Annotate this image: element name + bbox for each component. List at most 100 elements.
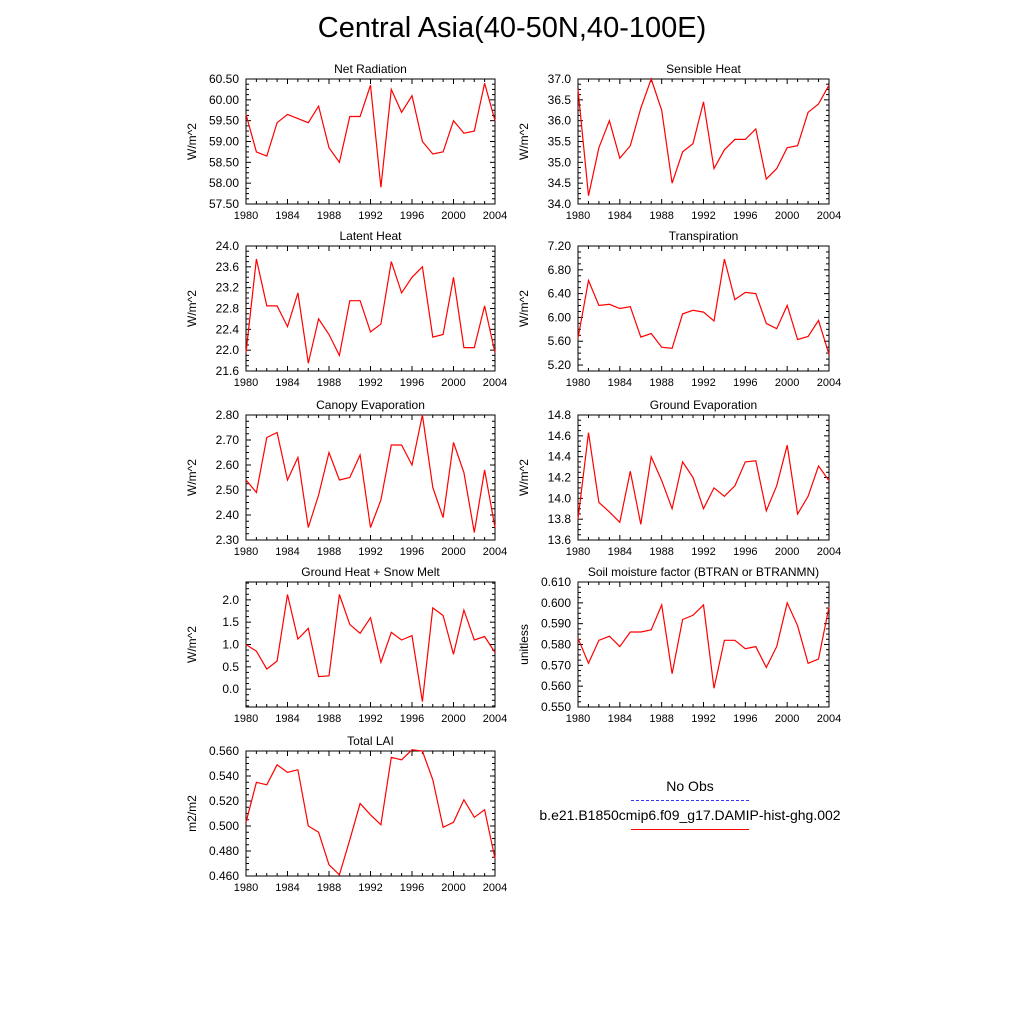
x-tick-label: 1980 [234, 713, 258, 725]
y-tick-label: 57.50 [209, 197, 239, 211]
plot-frame [245, 78, 496, 205]
y-tick-label: 1.5 [222, 615, 239, 629]
series-line [245, 594, 496, 702]
y-tick-label: 0.500 [209, 819, 239, 833]
x-tick-label: 1992 [358, 546, 382, 558]
y-tick-label: 13.8 [548, 512, 572, 526]
x-tick-label: 2000 [775, 377, 799, 389]
figure-title: Central Asia(40-50N,40-100E) [317, 12, 707, 44]
y-tick-label: 22.4 [216, 322, 240, 336]
x-tick-label: 1984 [275, 713, 299, 725]
y-axis-label: W/m^2 [517, 459, 531, 496]
x-tick-label: 1996 [400, 377, 424, 389]
y-tick-label: 60.00 [209, 93, 239, 107]
x-tick-label: 1992 [358, 377, 382, 389]
y-tick-label: 35.5 [548, 135, 572, 149]
y-tick-label: 0.600 [541, 596, 571, 610]
y-tick-label: 2.40 [216, 508, 240, 522]
x-tick-label: 1988 [317, 210, 341, 222]
y-axis-label: W/m^2 [517, 290, 531, 327]
y-tick-label: 22.8 [216, 302, 240, 316]
x-tick-label: 1996 [733, 210, 757, 222]
panel-title: Canopy Evaporation [316, 398, 425, 412]
x-tick-label: 1988 [317, 882, 341, 894]
plot-frame [577, 414, 830, 541]
y-tick-label: 0.560 [541, 679, 571, 693]
y-tick-label: 35.0 [548, 155, 572, 169]
y-tick-label: 23.2 [216, 281, 240, 295]
y-axis-label: W/m^2 [185, 459, 199, 496]
panel-title: Latent Heat [339, 229, 402, 243]
series-line [577, 258, 830, 355]
y-tick-label: 0.460 [209, 869, 239, 883]
series-line [577, 77, 830, 196]
x-tick-label: 1996 [400, 546, 424, 558]
panel-4: 1980 1984 1988 1992 1996 2000 2004 5.20 5.60 6.00… [517, 229, 841, 389]
x-tick-label: 2000 [441, 210, 465, 222]
x-tick-label: 1984 [608, 713, 632, 725]
x-tick-label: 2000 [775, 210, 799, 222]
x-tick-label: 1980 [566, 210, 590, 222]
x-tick-label: 2000 [441, 882, 465, 894]
x-tick-label: 2000 [441, 713, 465, 725]
y-tick-label: 13.6 [548, 533, 572, 547]
y-tick-label: 0.560 [209, 744, 239, 758]
series-line [577, 432, 830, 525]
x-tick-label: 2000 [441, 546, 465, 558]
x-tick-label: 1980 [566, 713, 590, 725]
plot-frame [577, 245, 830, 372]
y-tick-label: 14.4 [548, 450, 572, 464]
y-tick-label: 0.610 [541, 575, 571, 589]
x-tick-label: 1980 [234, 210, 258, 222]
y-tick-label: 24.0 [216, 239, 240, 253]
y-tick-label: 2.70 [216, 433, 240, 447]
series-line [245, 258, 496, 364]
panel-title: Ground Heat + Snow Melt [301, 565, 440, 579]
x-tick-label: 2004 [817, 377, 841, 389]
legend: No Obs b.e21.B1850cmip6.f09_g17.DAMIP-hi… [530, 778, 850, 830]
x-tick-label: 1984 [275, 377, 299, 389]
x-tick-label: 1980 [234, 546, 258, 558]
x-tick-label: 2004 [483, 713, 507, 725]
x-tick-label: 1980 [234, 377, 258, 389]
y-tick-label: 6.00 [548, 310, 572, 324]
y-tick-label: 14.8 [548, 408, 572, 422]
x-tick-label: 2004 [483, 882, 507, 894]
x-tick-label: 1980 [566, 546, 590, 558]
x-tick-label: 1992 [358, 210, 382, 222]
x-tick-label: 1984 [608, 377, 632, 389]
x-tick-label: 2004 [483, 210, 507, 222]
y-tick-label: 36.0 [548, 114, 572, 128]
series-line [245, 83, 496, 188]
y-tick-label: 6.80 [548, 263, 572, 277]
legend-obs-line [631, 800, 749, 801]
y-tick-label: 2.30 [216, 533, 240, 547]
y-tick-label: 0.520 [209, 794, 239, 808]
y-tick-label: 34.5 [548, 176, 572, 190]
y-axis-label: W/m^2 [185, 123, 199, 160]
series-line [245, 749, 496, 876]
x-tick-label: 1984 [608, 546, 632, 558]
y-tick-label: 36.5 [548, 93, 572, 107]
y-tick-label: 22.0 [216, 343, 240, 357]
y-axis-label: unitless [517, 624, 531, 665]
x-tick-label: 2004 [817, 546, 841, 558]
x-tick-label: 1988 [317, 546, 341, 558]
panel-title: Ground Evaporation [650, 398, 757, 412]
x-tick-label: 1992 [691, 546, 715, 558]
panel-6: 1980 1984 1988 1992 1996 2000 2004 13.6 13.8 14.0… [517, 398, 841, 558]
x-tick-label: 2000 [441, 377, 465, 389]
y-tick-label: 5.20 [548, 358, 572, 372]
y-tick-label: 2.50 [216, 483, 240, 497]
y-tick-label: 0.0 [222, 682, 239, 696]
panel-title: Total LAI [347, 734, 394, 748]
legend-model-label: b.e21.B1850cmip6.f09_g17.DAMIP-hist-ghg.… [539, 807, 841, 823]
x-tick-label: 1988 [649, 713, 673, 725]
y-tick-label: 6.40 [548, 287, 572, 301]
plot-frame [577, 581, 830, 708]
y-tick-label: 0.5 [222, 660, 239, 674]
x-tick-label: 1984 [608, 210, 632, 222]
x-tick-label: 1988 [317, 377, 341, 389]
y-axis-label: m2/m2 [185, 795, 199, 832]
